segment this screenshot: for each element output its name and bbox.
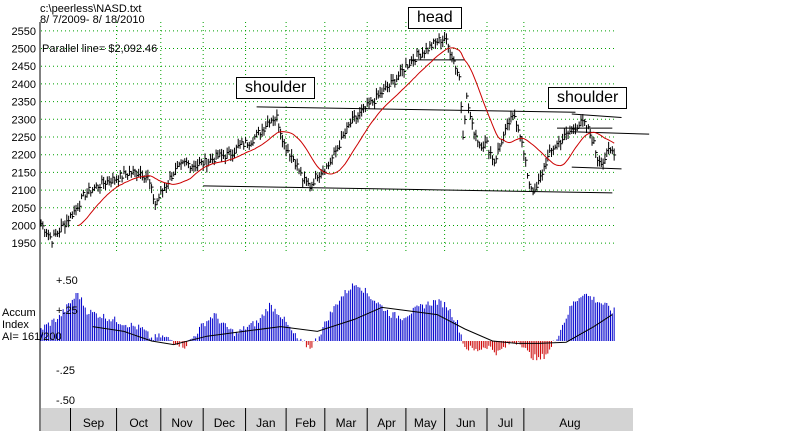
month-label: Oct [129, 416, 148, 430]
indicator-tick-plus-25: +.25 [56, 305, 78, 317]
month-label: Aug [559, 416, 580, 430]
trendline [571, 131, 650, 135]
y-tick-label: 2300 [12, 114, 36, 126]
trendline [571, 166, 622, 170]
trendline [571, 113, 622, 119]
trendlines [203, 59, 650, 194]
date-range: 8/ 7/2009- 8/ 18/2010 [40, 14, 145, 26]
price-grid [41, 22, 614, 252]
accum-label: Accum [2, 307, 36, 319]
y-tick-label: 2550 [12, 26, 36, 38]
y-tick-label: 1950 [12, 238, 36, 250]
indicator-tick-minus-25: -.25 [56, 365, 75, 377]
month-label: Nov [171, 416, 192, 430]
indicator-tick-minus-50: -.50 [56, 395, 75, 407]
month-label: May [414, 416, 437, 430]
y-tick-label: 2350 [12, 97, 36, 109]
y-tick-label: 2100 [12, 185, 36, 197]
trendline [256, 106, 576, 113]
accum-index-bars [40, 283, 615, 361]
accum-index-moving-average [92, 306, 613, 346]
index-label: Index [2, 319, 29, 331]
month-label: Apr [377, 416, 396, 430]
month-label: Dec [214, 416, 235, 430]
y-tick-label: 2450 [12, 61, 36, 73]
month-label: Feb [295, 416, 316, 430]
head-label: head [408, 7, 462, 29]
month-label: Mar [336, 416, 357, 430]
indicator-tick-plus-50: +.50 [56, 275, 78, 287]
right-shoulder-label: shoulder [548, 87, 628, 109]
price-moving-average [77, 47, 615, 227]
price-series [40, 31, 617, 248]
month-label: Sep [83, 416, 105, 430]
y-tick-label: 2150 [12, 167, 36, 179]
price-y-axis: 1950 2000 2050 2100 2150 2200 2250 2300 2350 2400… [12, 26, 36, 250]
y-tick-label: 2050 [12, 203, 36, 215]
parallel-line-label: Parallel line= $2,092.46 [42, 43, 158, 55]
month-label: Jul [498, 416, 513, 430]
y-tick-label: 2500 [12, 44, 36, 56]
trendline [203, 185, 613, 194]
month-axis: Sep Oct Nov Dec Jan Feb Mar Apr May Jun Jul Aug [41, 408, 633, 431]
file-name: c:\peerless\NASD.txt [40, 3, 142, 15]
y-tick-label: 2400 [12, 79, 36, 91]
y-tick-label: 2000 [12, 220, 36, 232]
month-label: Jan [256, 416, 275, 430]
ai-value-label: AI= 161/200 [2, 331, 62, 343]
month-axis-band [41, 408, 633, 431]
y-tick-label: 2250 [12, 132, 36, 144]
month-label: Jun [456, 416, 475, 430]
y-tick-label: 2200 [12, 150, 36, 162]
left-shoulder-label: shoulder [236, 77, 316, 99]
